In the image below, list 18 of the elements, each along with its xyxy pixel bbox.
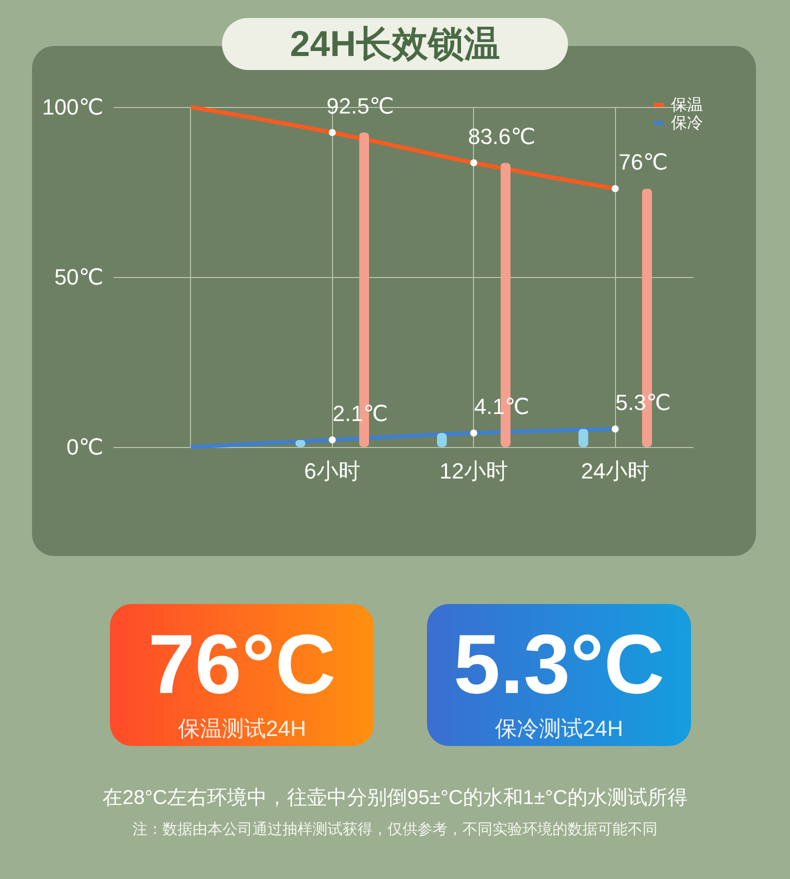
y-tick-label: 50℃ [54, 264, 104, 290]
text: 注：数据由本公司通过抽样测试获得，仅供参考，不同实验环境的数据可能不同 [132, 820, 658, 839]
x-tick-label: 12小时 [439, 458, 508, 484]
x-tick-label: 6小时 [304, 458, 360, 484]
text: 76°C [147, 616, 337, 713]
text: 5.3°C [452, 616, 666, 713]
data-label: 76℃ [618, 150, 668, 175]
x-tick-label: 24小时 [580, 458, 650, 484]
data-label: 92.5℃ [326, 94, 394, 118]
data-label: 83.6℃ [468, 124, 536, 149]
chart-title: 24H长效锁温 [222, 18, 568, 70]
y-tick-label: 100℃ [42, 94, 104, 120]
legend-label: 保温 [671, 97, 703, 114]
text: 保冷测试24H [494, 715, 624, 743]
text: 在28°C左右环境中，往壶中分别倒95±°C的水和1±°C的水测试所得 [102, 786, 688, 811]
y-tick-label: 0℃ [66, 434, 104, 460]
legend-label: 保冷 [671, 115, 703, 132]
text: 保温测试24H [176, 715, 308, 743]
